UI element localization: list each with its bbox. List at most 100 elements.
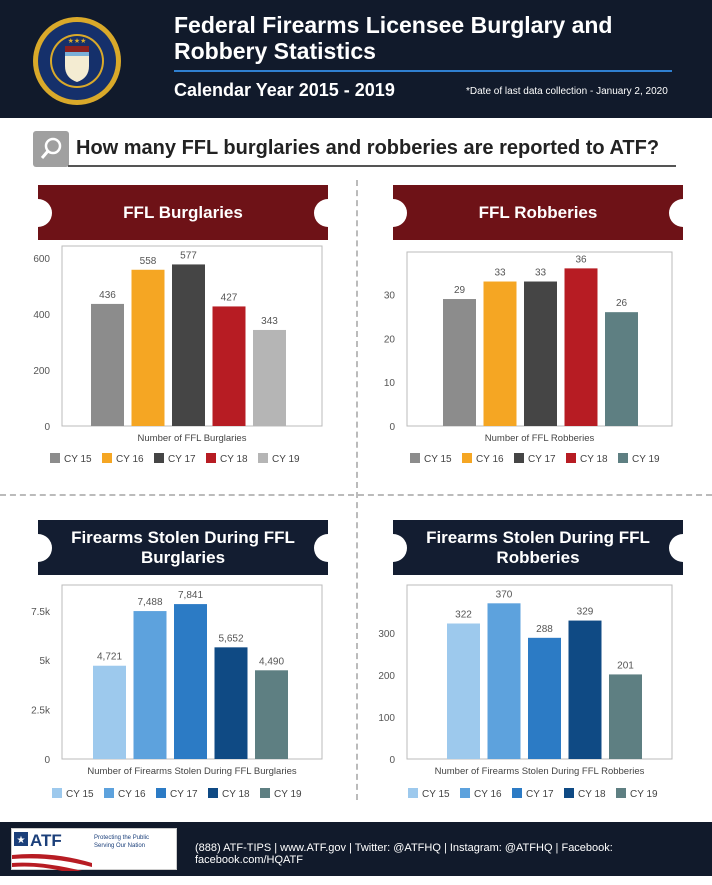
search-icon bbox=[33, 131, 69, 167]
atf-seal-logo: ★★★ bbox=[33, 17, 121, 105]
y-tick-label: 20 bbox=[384, 334, 396, 345]
legend-label: CY 19 bbox=[274, 789, 302, 800]
legend-swatch bbox=[50, 453, 60, 463]
y-tick-label: 2.5k bbox=[31, 706, 51, 717]
bar bbox=[524, 281, 557, 426]
bar bbox=[564, 268, 598, 426]
data-label: 201 bbox=[617, 660, 634, 671]
data-collection-note: *Date of last data collection - January … bbox=[466, 86, 668, 97]
footer: ★ ATF Protecting the Public Serving Our … bbox=[0, 822, 712, 876]
legend-label: CY 15 bbox=[64, 454, 92, 465]
legend-swatch bbox=[102, 453, 112, 463]
question-underline bbox=[68, 165, 676, 167]
legend-label: CY 19 bbox=[630, 789, 658, 800]
chart-title-banner: Firearms Stolen During FFL Robberies bbox=[379, 520, 697, 575]
legend-swatch bbox=[460, 788, 470, 798]
data-label: 29 bbox=[454, 285, 466, 296]
data-label: 577 bbox=[180, 250, 197, 261]
bar bbox=[174, 604, 207, 759]
legend-label: CY 18 bbox=[578, 789, 606, 800]
y-tick-label: 7.5k bbox=[31, 607, 51, 618]
bar bbox=[212, 306, 246, 426]
legend-swatch bbox=[206, 453, 216, 463]
bar bbox=[172, 264, 205, 426]
header: ★★★ Federal Firearms Licensee Burglary a… bbox=[0, 0, 712, 118]
legend-swatch bbox=[156, 788, 166, 798]
data-label: 329 bbox=[577, 607, 594, 618]
legend-label: CY 17 bbox=[526, 789, 554, 800]
y-tick-label: 200 bbox=[378, 671, 395, 682]
bar bbox=[568, 620, 602, 759]
y-tick-label: 400 bbox=[33, 310, 50, 321]
legend-swatch bbox=[104, 788, 114, 798]
bar bbox=[131, 269, 165, 426]
page-title: Federal Firearms Licensee Burglary and R… bbox=[174, 12, 613, 64]
y-tick-label: 0 bbox=[44, 755, 50, 766]
legend-label: CY 16 bbox=[116, 454, 144, 465]
data-label: 33 bbox=[535, 268, 547, 279]
svg-text:ATF: ATF bbox=[30, 831, 62, 850]
y-tick-label: 0 bbox=[389, 755, 395, 766]
bar bbox=[255, 670, 288, 759]
tagline: Serving Our Nation bbox=[94, 843, 145, 849]
legend-label: CY 19 bbox=[272, 454, 300, 465]
data-label: 7,488 bbox=[137, 597, 162, 608]
section-question: How many FFL burglaries and robberies ar… bbox=[76, 137, 660, 159]
data-label: 436 bbox=[99, 290, 116, 301]
y-tick-label: 10 bbox=[384, 378, 396, 389]
legend-label: CY 19 bbox=[632, 454, 660, 465]
x-axis-label: Number of FFL Burglaries bbox=[138, 433, 247, 444]
data-label: 343 bbox=[261, 316, 278, 327]
atf-logo: ★ ATF Protecting the Public Serving Our … bbox=[11, 828, 177, 871]
legend-swatch bbox=[208, 788, 218, 798]
bar bbox=[133, 611, 167, 759]
y-tick-label: 600 bbox=[33, 254, 50, 265]
legend-label: CY 16 bbox=[118, 789, 146, 800]
data-label: 4,490 bbox=[259, 656, 284, 667]
legend-label: CY 18 bbox=[220, 454, 248, 465]
legend-swatch bbox=[564, 788, 574, 798]
bar bbox=[528, 637, 561, 759]
legend-label: CY 18 bbox=[580, 454, 608, 465]
svg-text:★: ★ bbox=[17, 835, 26, 846]
bar bbox=[91, 303, 124, 426]
legend-swatch bbox=[514, 453, 524, 463]
x-axis-label: Number of FFL Robberies bbox=[485, 433, 595, 444]
legend-label: CY 15 bbox=[424, 454, 452, 465]
legend-label: CY 15 bbox=[66, 789, 94, 800]
y-tick-label: 100 bbox=[378, 713, 395, 724]
legend-swatch bbox=[408, 788, 418, 798]
y-tick-label: 5k bbox=[39, 656, 51, 667]
legend-swatch bbox=[462, 453, 472, 463]
page-subtitle: Calendar Year 2015 - 2019 bbox=[174, 80, 395, 100]
data-label: 4,721 bbox=[97, 652, 122, 663]
bar bbox=[443, 299, 476, 426]
bar bbox=[253, 329, 286, 426]
legend-swatch bbox=[260, 788, 270, 798]
legend-label: CY 18 bbox=[222, 789, 250, 800]
chart-title-banner: FFL Burglaries bbox=[24, 185, 342, 240]
legend-swatch bbox=[566, 453, 576, 463]
legend-label: CY 17 bbox=[168, 454, 196, 465]
bar bbox=[605, 312, 638, 426]
legend-label: CY 17 bbox=[528, 454, 556, 465]
x-axis-label: Number of Firearms Stolen During FFL Rob… bbox=[435, 766, 645, 777]
legend-swatch bbox=[52, 788, 62, 798]
vertical-divider bbox=[356, 180, 358, 800]
bar bbox=[447, 623, 480, 759]
data-label: 33 bbox=[494, 268, 506, 279]
contact-info: (888) ATF-TIPS | www.ATF.gov | Twitter: … bbox=[195, 842, 613, 866]
data-label: 322 bbox=[455, 610, 472, 621]
x-axis-label: Number of Firearms Stolen During FFL Bur… bbox=[87, 766, 296, 777]
data-label: 558 bbox=[140, 256, 157, 267]
legend-label: CY 15 bbox=[422, 789, 450, 800]
chart-title-banner: Firearms Stolen During FFL Burglaries bbox=[24, 520, 342, 575]
bar bbox=[609, 674, 642, 759]
legend-swatch bbox=[258, 453, 268, 463]
y-tick-label: 30 bbox=[384, 291, 396, 302]
legend-swatch bbox=[154, 453, 164, 463]
bar bbox=[214, 647, 248, 759]
legend-swatch bbox=[512, 788, 522, 798]
svg-text:★★★: ★★★ bbox=[68, 37, 87, 45]
